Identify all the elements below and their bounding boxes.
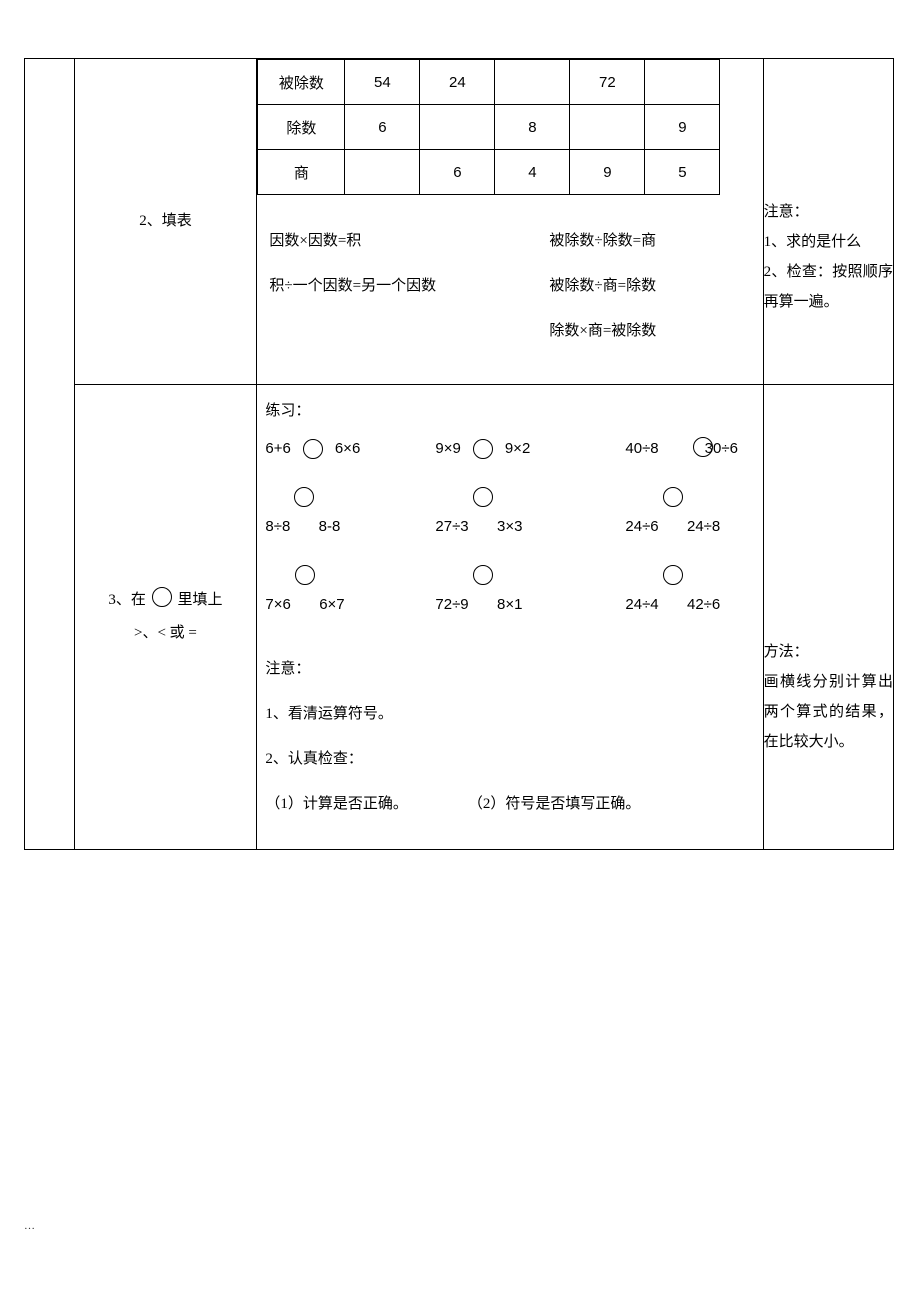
expr-group: 27÷3 3×3	[435, 515, 605, 539]
expr: 24÷8	[687, 515, 720, 539]
practice-notes: 注意： 1、看清运算符号。 2、认真检查： （1）计算是否正确。 （2）符号是否…	[265, 647, 754, 827]
note-line: 1、看清运算符号。	[265, 692, 754, 737]
circle-icon	[663, 565, 683, 585]
division-table: 被除数 54 24 72 除数 6 8 9	[257, 59, 720, 195]
expr-group: 24÷4 42÷6	[605, 593, 754, 617]
first-column	[25, 59, 75, 850]
gap[interactable]	[301, 593, 309, 617]
expr-row: 8÷8 8-8 27÷3 3×3 24÷6 24÷8	[265, 515, 754, 539]
expr: 24÷6	[625, 515, 658, 539]
section-3-label: 3、在 里填上 >、< 或 =	[74, 385, 257, 850]
row-header-dividend: 被除数	[258, 60, 345, 105]
circle-icon	[152, 587, 172, 607]
expr-group: 7×6 6×7	[265, 593, 435, 617]
expr: 3×3	[497, 515, 522, 539]
circle-icon[interactable]	[303, 439, 323, 459]
gap[interactable]	[479, 593, 487, 617]
main-outer-table: 2、填表 被除数 54 24 72 除数 6	[24, 58, 894, 850]
expr-group: 24÷6 24÷8	[605, 515, 754, 539]
expr: 9×9	[435, 437, 460, 461]
note-line: 注意：	[265, 647, 754, 692]
expr-group: 9×9 9×2	[435, 437, 605, 461]
section-2-note: 注意： 1、求的是什么 2、检查：按照顺序再算一遍。	[763, 59, 893, 385]
section-3-note: 方法： 画横线分别计算出两个算式的结果，在比较大小。	[763, 385, 893, 850]
expr: 9×2	[505, 437, 530, 461]
cell: 24	[420, 60, 495, 105]
cell	[420, 105, 495, 150]
expr: 72÷9	[435, 593, 468, 617]
expr: 8×1	[497, 593, 522, 617]
formula: 被除数÷除数=商	[549, 219, 750, 264]
expr: 6+6	[265, 437, 290, 461]
cell	[495, 60, 570, 105]
circle-icon[interactable]	[473, 439, 493, 459]
expr: 8-8	[319, 515, 341, 539]
footer-ellipsis: …	[24, 1220, 920, 1232]
section-2-content: 被除数 54 24 72 除数 6 8 9	[257, 59, 763, 385]
expr-row: 6+6 6×6 9×9 9×2 40÷8 30÷6	[265, 437, 754, 461]
row-header-quotient: 商	[258, 150, 345, 195]
gap[interactable]	[479, 515, 487, 539]
label-text: 2、填表	[139, 213, 192, 229]
note-line: 2、认真检查：	[265, 737, 754, 782]
section-3-content: 练习： 6+6 6×6 9×9 9×2 40÷8 30÷6	[257, 385, 763, 850]
cell: 5	[645, 150, 720, 195]
cell: 8	[495, 105, 570, 150]
cell: 72	[570, 60, 645, 105]
label-part: 3、在	[108, 592, 146, 608]
circle-icon	[473, 487, 493, 507]
expr: 24÷4	[625, 593, 658, 617]
expr: 7×6	[265, 593, 290, 617]
circle-icon	[663, 487, 683, 507]
expr: 27÷3	[435, 515, 468, 539]
cell	[570, 105, 645, 150]
expr-group: 6+6 6×6	[265, 437, 435, 461]
cell	[345, 150, 420, 195]
expr-group: 72÷9 8×1	[435, 593, 605, 617]
expr: 6×6	[335, 437, 360, 461]
cell: 4	[495, 150, 570, 195]
circle-icon	[473, 565, 493, 585]
note-line: （2）符号是否填写正确。	[468, 782, 641, 827]
note-text: 方法： 画横线分别计算出两个算式的结果，在比较大小。	[764, 477, 893, 757]
expr: 8÷8	[265, 515, 290, 539]
expr: 40÷8	[625, 437, 658, 461]
formula-block: 因数×因数=积 被除数÷除数=商 积÷一个因数=另一个因数 被除数÷商=除数 除…	[257, 195, 762, 384]
expr: 6×7	[319, 593, 344, 617]
section-2-label: 2、填表	[74, 59, 257, 385]
label-part: 里填上	[177, 592, 222, 608]
expr-group: 40÷8 30÷6	[605, 437, 754, 461]
note-text: 注意： 1、求的是什么 2、检查：按照顺序再算一遍。	[764, 127, 893, 317]
formula: 除数×商=被除数	[549, 309, 750, 354]
formula	[269, 309, 549, 354]
circle-icon	[294, 487, 314, 507]
formula: 积÷一个因数=另一个因数	[269, 264, 549, 309]
circle-overlap[interactable]: 30÷6	[705, 437, 738, 461]
expr-row: 7×6 6×7 72÷9 8×1 24÷4 42÷6	[265, 593, 754, 617]
cell: 6	[345, 105, 420, 150]
circle-icon	[295, 565, 315, 585]
gap[interactable]	[669, 593, 677, 617]
label-part: >、< 或 =	[134, 625, 197, 641]
gap[interactable]	[300, 515, 308, 539]
practice-title: 练习：	[265, 399, 754, 423]
cell: 6	[420, 150, 495, 195]
cell: 54	[345, 60, 420, 105]
row-header-divisor: 除数	[258, 105, 345, 150]
expr-group: 8÷8 8-8	[265, 515, 435, 539]
cell: 9	[570, 150, 645, 195]
formula: 因数×因数=积	[269, 219, 549, 264]
gap[interactable]	[669, 515, 677, 539]
cell	[645, 60, 720, 105]
note-line: （1）计算是否正确。	[265, 782, 408, 827]
formula: 被除数÷商=除数	[549, 264, 750, 309]
expr: 42÷6	[687, 593, 720, 617]
cell: 9	[645, 105, 720, 150]
